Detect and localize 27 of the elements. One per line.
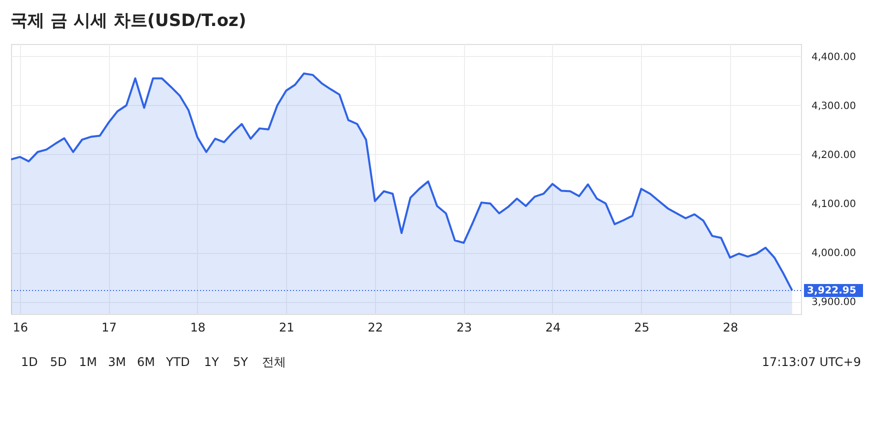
ref-line-label: 3,922.95 — [807, 285, 856, 296]
y-tick-label: 4,100.00 — [812, 199, 856, 210]
x-tick-label: 25 — [634, 320, 650, 334]
text: 17:13:07 UTC+9 — [762, 355, 861, 369]
text: 5D — [50, 355, 67, 369]
x-tick-label: 28 — [722, 320, 738, 334]
y-tick-label: 3,900.00 — [812, 297, 856, 308]
x-tick-label: 22 — [368, 320, 384, 334]
text: 3M — [108, 355, 126, 369]
y-tick-label: 4,000.00 — [812, 248, 856, 260]
text: 1Y — [204, 355, 220, 369]
x-tick-label: 18 — [190, 320, 206, 334]
x-tick-label: 21 — [279, 320, 294, 334]
text: YTD — [165, 355, 190, 369]
y-tick-label: 4,200.00 — [812, 150, 856, 161]
x-tick-label: 16 — [12, 320, 28, 334]
chart-title: 국제 금 시세 차트(USD/T.oz) — [10, 11, 246, 31]
x-tick-label: 23 — [456, 320, 472, 334]
y-tick-label: 4,400.00 — [812, 52, 856, 63]
text: 전체 — [262, 355, 286, 369]
x-tick-label: 24 — [545, 320, 561, 334]
y-tick-label: 4,300.00 — [812, 100, 856, 112]
text: 5Y — [233, 355, 249, 369]
text: 6M — [137, 355, 155, 369]
text: 1D — [21, 355, 38, 369]
text: 1M — [79, 355, 97, 369]
x-tick-label: 17 — [102, 320, 117, 334]
